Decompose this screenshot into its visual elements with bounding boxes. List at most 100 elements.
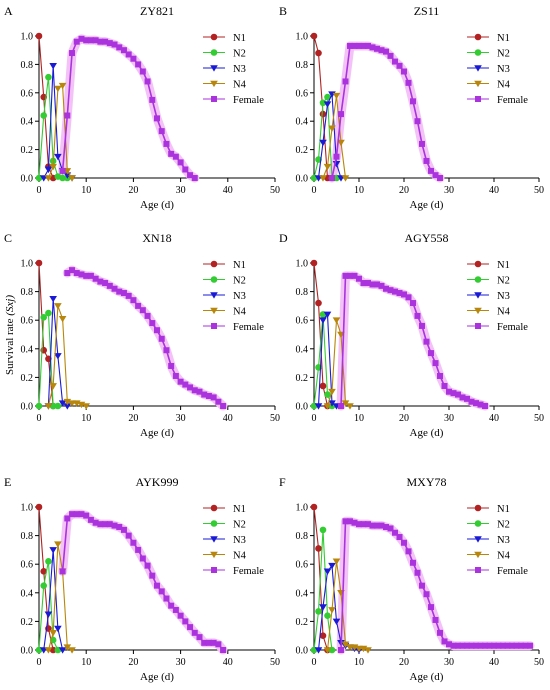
data-point-female xyxy=(111,522,118,529)
series-line-n1 xyxy=(313,35,329,179)
series-female xyxy=(338,272,488,409)
series-female xyxy=(59,511,227,653)
data-point-n1 xyxy=(40,568,48,575)
y-axis-label-text: Survival rate xyxy=(4,316,16,375)
legend-marker xyxy=(210,307,218,315)
legend-label: N2 xyxy=(233,520,246,531)
legend-marker xyxy=(474,520,482,527)
data-point-female xyxy=(125,532,132,539)
y-tick-label: 0.4 xyxy=(296,588,309,599)
legend-marker xyxy=(210,33,218,41)
legend-label: N2 xyxy=(233,49,246,60)
x-tick-label: 40 xyxy=(223,185,233,196)
legend-marker xyxy=(211,567,217,573)
legend-item-n4: N4 xyxy=(203,80,247,91)
legend-label: N3 xyxy=(233,535,246,546)
chart-panel-b: B ZS11 0 10 20 30 40 50 0.0 0.2 0.4 0.6 0.8 1.0 Age (d… xyxy=(279,4,544,211)
data-point-female xyxy=(182,166,189,173)
x-tick-label: 0 xyxy=(312,657,317,668)
data-point-n2 xyxy=(35,402,43,410)
data-point-n1 xyxy=(310,259,318,267)
chart-title: XN18 xyxy=(142,231,171,245)
y-tick-label: 1.0 xyxy=(21,503,34,514)
y-tick-label: 0.6 xyxy=(21,316,34,327)
data-point-female xyxy=(163,595,170,602)
data-point-female xyxy=(158,588,165,595)
data-point-n3 xyxy=(54,625,62,633)
data-point-female xyxy=(182,381,189,388)
data-point-female xyxy=(504,642,511,649)
legend-marker xyxy=(210,276,218,283)
data-point-female xyxy=(410,559,416,566)
data-point-female xyxy=(437,175,443,181)
data-point-female xyxy=(116,288,123,295)
data-point-n4 xyxy=(49,383,57,390)
data-point-female xyxy=(92,519,99,526)
data-point-n1 xyxy=(35,503,43,511)
data-point-female xyxy=(351,519,358,526)
data-point-female xyxy=(87,516,94,523)
y-tick-label: 1.0 xyxy=(21,32,34,43)
y-tick-label: 0.8 xyxy=(296,287,309,298)
y-tick-label: 0.4 xyxy=(296,344,309,355)
data-point-female xyxy=(414,312,421,319)
data-point-female xyxy=(473,400,479,407)
x-tick-label: 40 xyxy=(223,657,233,668)
legend-marker xyxy=(474,276,482,283)
legend-item-n4: N4 xyxy=(203,551,247,562)
data-point-female xyxy=(351,42,358,49)
x-tick-label: 50 xyxy=(534,657,544,668)
x-axis-label: Age (d) xyxy=(410,199,444,211)
x-axis-label: Age (d) xyxy=(140,671,174,683)
data-point-female xyxy=(419,140,425,147)
data-point-female xyxy=(383,48,389,55)
data-point-female xyxy=(111,285,118,292)
data-point-female xyxy=(158,128,165,135)
data-point-female xyxy=(338,647,344,653)
data-point-female xyxy=(210,639,217,646)
legend-item-female: Female xyxy=(467,95,528,106)
series-line-n1 xyxy=(38,262,54,407)
data-point-female xyxy=(102,280,109,287)
data-point-female xyxy=(191,629,198,636)
data-point-female xyxy=(59,167,66,174)
x-tick-label: 10 xyxy=(81,185,91,196)
data-point-female xyxy=(210,394,217,401)
data-point-female xyxy=(111,41,118,48)
legend-label: N1 xyxy=(233,504,246,515)
y-tick-label: 1.0 xyxy=(296,32,309,43)
data-point-n1 xyxy=(315,299,322,307)
chart-title: AGY558 xyxy=(405,231,449,245)
panel-letter: C xyxy=(4,231,12,245)
data-point-n1 xyxy=(35,259,43,267)
x-tick-label: 20 xyxy=(399,657,409,668)
data-point-n3 xyxy=(49,547,57,554)
data-point-female xyxy=(455,391,461,398)
data-point-female xyxy=(365,521,371,528)
data-point-female xyxy=(414,569,421,576)
data-point-n1 xyxy=(315,49,322,57)
x-tick-label: 50 xyxy=(270,657,280,668)
data-point-n4 xyxy=(49,630,57,637)
data-point-n3 xyxy=(323,311,332,319)
legend-item-female: Female xyxy=(467,566,528,577)
data-point-female xyxy=(437,372,443,379)
data-point-n4 xyxy=(328,388,336,396)
chart-title: AYK999 xyxy=(136,475,179,489)
data-point-n1 xyxy=(35,32,43,40)
data-point-female xyxy=(423,338,430,345)
y-axis-label-symbol: (Sxj) xyxy=(4,295,16,316)
legend-item-n4: N4 xyxy=(203,307,247,318)
data-point-female xyxy=(97,278,104,285)
data-point-female xyxy=(378,47,385,54)
x-axis-label: Age (d) xyxy=(140,199,174,211)
y-tick-label: 0.6 xyxy=(296,560,309,571)
legend-marker xyxy=(474,536,482,543)
data-point-n4 xyxy=(341,400,350,407)
legend-marker xyxy=(474,307,482,315)
legend-item-n2: N2 xyxy=(203,520,246,531)
legend-label: N1 xyxy=(497,504,510,515)
legend-label: N4 xyxy=(233,80,247,91)
series-line-n1 xyxy=(313,506,329,651)
data-point-n4 xyxy=(54,85,62,93)
